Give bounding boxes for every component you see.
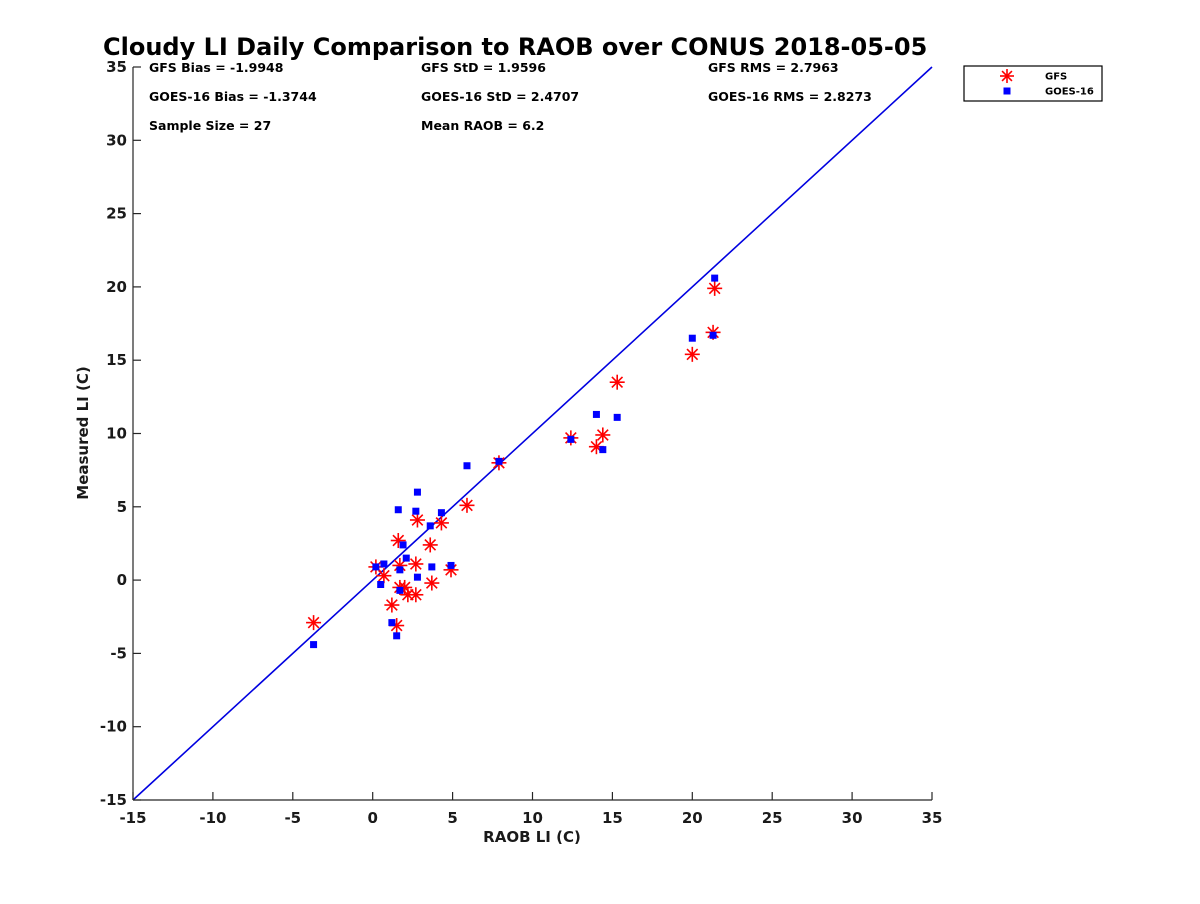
gfs-point [392,557,408,573]
x-tick-label: -5 [284,809,301,827]
stat-annotation: Mean RAOB = 6.2 [421,118,544,133]
y-tick-label: 15 [106,351,127,369]
goes16-point [428,563,436,571]
goes16-point [567,435,575,443]
gfs-point [376,568,392,584]
gfs-point [459,497,475,513]
legend-entry-label: GFS [1045,72,1067,83]
goes16-point [372,563,380,571]
legend-gfs-marker [1000,69,1014,83]
goes16-point [613,413,621,421]
y-tick-label: 25 [106,205,127,223]
reference-line-1to1 [132,66,933,801]
stat-annotation: GFS Bias = -1.9948 [149,60,283,75]
y-tick-label: -10 [100,718,127,736]
goes16-point [402,554,410,562]
y-tick-label: 35 [106,58,127,76]
y-tick-label: 5 [117,498,127,516]
goes16-point [447,561,455,569]
x-tick-label: 25 [762,809,783,827]
goes16-point [394,506,402,514]
legend-goes16-marker [1003,87,1011,95]
stats-annotations: GFS Bias = -1.9948 GFS StD = 1.9596 GFS RM… [149,60,872,133]
y-axis-label: Measured LI (C) [74,366,92,499]
goes16-point [413,488,421,496]
stat-annotation: Sample Size = 27 [149,118,271,133]
goes16-point [495,457,503,465]
goes16-point [463,462,471,470]
gfs-point [684,346,700,362]
legend-box [963,65,1103,102]
legend-entry-label: GOES-16 [1045,87,1094,98]
stat-annotation: GFS RMS = 2.7963 [708,60,839,75]
goes16-point [709,331,717,339]
goes16-point [711,274,719,282]
x-tick-label: -10 [199,809,226,827]
goes16-point [399,541,407,549]
stat-annotation: GOES-16 Bias = -1.3744 [149,89,317,104]
legend: GFS GOES-16 [963,65,1103,102]
x-tick-label: 10 [522,809,543,827]
gfs-point [409,512,425,528]
goes16-point [388,619,396,627]
y-tick-label: 20 [106,278,127,296]
gfs-point [609,374,625,390]
x-axis-label: RAOB LI (C) [483,828,581,846]
goes16-point [599,446,607,454]
goes16-point [412,507,420,515]
stat-annotation: GFS StD = 1.9596 [421,60,546,75]
y-tick-label: 30 [106,131,127,149]
goes16-point [437,509,445,517]
gfs-point [306,615,322,631]
stat-annotation: GOES-16 StD = 2.4707 [421,89,579,104]
data-points-group [306,274,723,649]
chart-title: Cloudy LI Daily Comparison to RAOB over … [103,33,927,61]
x-tick-label: 15 [602,809,623,827]
y-tick-label: -5 [110,644,127,662]
x-tick-label: 35 [922,809,943,827]
goes16-point [380,560,388,568]
y-tick-label: 10 [106,425,127,443]
goes16-point [396,586,404,594]
goes16-point [310,641,318,649]
goes16-point [413,573,421,581]
gfs-point [707,280,723,296]
y-tick-label: 0 [117,571,127,589]
x-tick-label: 20 [682,809,703,827]
stat-annotation: GOES-16 RMS = 2.8273 [708,89,872,104]
goes16-point [396,566,404,574]
gfs-point [408,556,424,572]
gfs-point [424,575,440,591]
gfs-point [422,537,438,553]
goes16-point [426,522,434,530]
gfs-point [384,597,400,613]
goes16-point [592,410,600,418]
gfs-point [433,515,449,531]
goes16-point [393,632,401,640]
goes16-point [688,334,696,342]
x-tick-label: 5 [447,809,457,827]
y-tick-label: -15 [100,791,127,809]
gfs-point [408,587,424,603]
axes-group: -15 -10 -5 0 5 10 15 20 25 30 35 -15 -10 -5 0 5 10 15 20 25… [100,58,943,827]
gfs-point [595,427,611,443]
x-tick-label: 30 [842,809,863,827]
reference-line-group [132,66,933,801]
x-tick-label: 0 [367,809,377,827]
x-tick-label: -15 [119,809,146,827]
goes16-point [377,580,385,588]
